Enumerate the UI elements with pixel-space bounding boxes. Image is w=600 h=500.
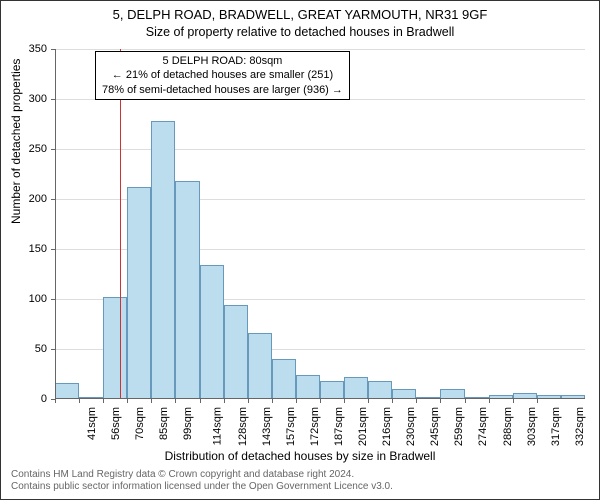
xtick-mark <box>368 399 369 403</box>
annotation-line2: ← 21% of detached houses are smaller (25… <box>102 68 343 82</box>
xtick-label: 259sqm <box>454 407 466 446</box>
histogram-bar <box>151 121 175 399</box>
histogram-bar <box>200 265 224 399</box>
xtick-label: 41sqm <box>86 407 98 440</box>
histogram-bar <box>224 305 248 399</box>
xtick-label: 201sqm <box>357 407 369 446</box>
xtick-label: 172sqm <box>309 407 321 446</box>
xtick-mark <box>55 399 56 403</box>
gridline <box>55 149 585 150</box>
xtick-mark <box>79 399 80 403</box>
ytick-label: 150 <box>7 243 47 255</box>
xtick-mark <box>465 399 466 403</box>
ytick-label: 50 <box>7 343 47 355</box>
xtick-mark <box>175 399 176 403</box>
xtick-label: 288sqm <box>502 407 514 446</box>
xtick-label: 99sqm <box>182 407 194 440</box>
xtick-mark <box>296 399 297 403</box>
xtick-mark <box>416 399 417 403</box>
xtick-label: 216sqm <box>381 407 393 446</box>
xtick-mark <box>489 399 490 403</box>
xtick-mark <box>344 399 345 403</box>
ytick-label: 250 <box>7 143 47 155</box>
xtick-mark <box>224 399 225 403</box>
xtick-label: 274sqm <box>478 407 490 446</box>
xtick-label: 245sqm <box>429 407 441 446</box>
xtick-label: 332sqm <box>574 407 586 446</box>
xtick-label: 114sqm <box>212 407 224 445</box>
xtick-mark <box>272 399 273 403</box>
histogram-bar <box>175 181 199 399</box>
histogram-bar <box>344 377 368 399</box>
gridline <box>55 49 585 50</box>
histogram-bar <box>272 359 296 399</box>
xtick-label: 56sqm <box>110 407 122 440</box>
chart-container: 5, DELPH ROAD, BRADWELL, GREAT YARMOUTH,… <box>0 0 600 500</box>
xtick-mark <box>537 399 538 403</box>
xtick-label: 143sqm <box>261 407 273 446</box>
histogram-bar <box>296 375 320 399</box>
ytick-label: 300 <box>7 93 47 105</box>
marker-line <box>120 49 121 399</box>
chart-title-line2: Size of property relative to detached ho… <box>1 25 599 39</box>
xtick-label: 187sqm <box>333 407 345 446</box>
ytick-label: 100 <box>7 293 47 305</box>
histogram-bar <box>320 381 344 399</box>
ytick-label: 200 <box>7 193 47 205</box>
xtick-label: 85sqm <box>158 407 170 440</box>
y-axis <box>55 49 56 399</box>
xtick-mark <box>151 399 152 403</box>
xtick-label: 303sqm <box>526 407 538 446</box>
histogram-bar <box>248 333 272 399</box>
xtick-mark <box>440 399 441 403</box>
xtick-label: 70sqm <box>134 407 146 440</box>
histogram-bar <box>368 381 392 399</box>
footer-line2: Contains public sector information licen… <box>11 481 393 493</box>
xtick-label: 317sqm <box>550 407 562 446</box>
xtick-label: 230sqm <box>405 407 417 446</box>
plot-area <box>55 49 585 399</box>
ytick-label: 350 <box>7 43 47 55</box>
footer-line1: Contains HM Land Registry data © Crown c… <box>11 469 393 481</box>
xtick-mark <box>392 399 393 403</box>
x-axis-label: Distribution of detached houses by size … <box>1 449 599 463</box>
x-axis <box>55 398 585 399</box>
annotation-line3: 78% of semi-detached houses are larger (… <box>102 83 343 97</box>
footer: Contains HM Land Registry data © Crown c… <box>11 469 393 493</box>
annotation-box: 5 DELPH ROAD: 80sqm ← 21% of detached ho… <box>95 51 350 100</box>
histogram-bar <box>127 187 151 399</box>
annotation-line1: 5 DELPH ROAD: 80sqm <box>102 54 343 68</box>
histogram-bar <box>103 297 127 399</box>
xtick-mark <box>103 399 104 403</box>
chart-title-line1: 5, DELPH ROAD, BRADWELL, GREAT YARMOUTH,… <box>1 7 599 22</box>
xtick-mark <box>127 399 128 403</box>
xtick-mark <box>248 399 249 403</box>
ytick-label: 0 <box>7 393 47 405</box>
histogram-bar <box>55 383 79 399</box>
xtick-mark <box>513 399 514 403</box>
xtick-label: 128sqm <box>237 407 249 446</box>
xtick-mark <box>200 399 201 403</box>
xtick-mark <box>320 399 321 403</box>
xtick-label: 157sqm <box>285 407 297 446</box>
